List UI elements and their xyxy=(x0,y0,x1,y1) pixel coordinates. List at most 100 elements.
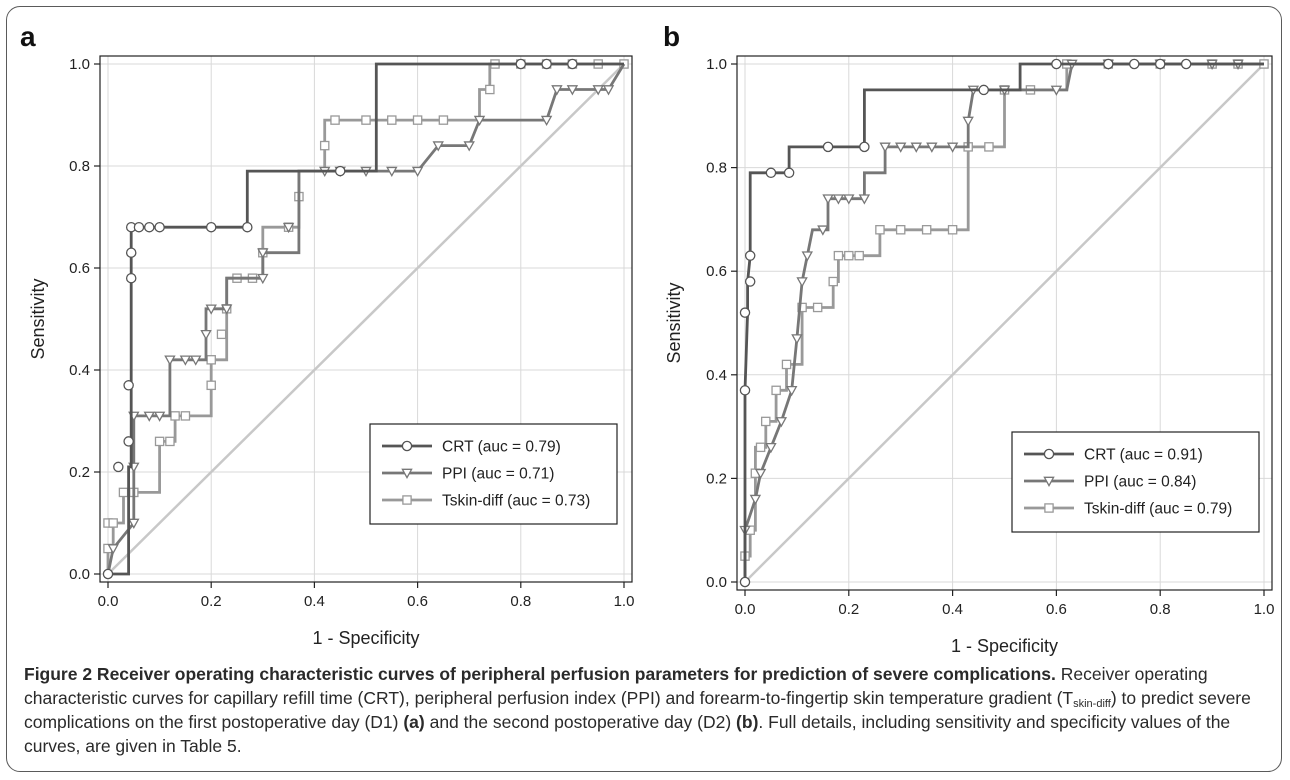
data-point xyxy=(165,436,175,447)
figure-caption: Figure 2 Receiver operating characterist… xyxy=(24,662,1274,758)
data-point xyxy=(786,386,798,397)
data-point xyxy=(1050,85,1063,96)
y-tick-label: 0.2 xyxy=(706,470,727,487)
data-point xyxy=(771,385,781,396)
data-point xyxy=(895,225,906,235)
x-tick-label: 0.0 xyxy=(98,593,119,610)
plot-area xyxy=(99,55,633,583)
x-axis-title: 1 - Specificity xyxy=(951,636,1058,656)
plot-area xyxy=(736,55,1273,591)
data-point xyxy=(962,116,974,127)
data-point xyxy=(205,304,217,315)
data-point xyxy=(107,544,119,555)
data-point xyxy=(361,115,371,125)
data-point xyxy=(102,568,114,580)
data-point xyxy=(822,141,834,153)
data-point xyxy=(739,576,751,588)
data-point xyxy=(978,84,989,96)
data-point xyxy=(817,225,829,236)
legend-label: PPI (auc = 0.71) xyxy=(442,466,554,483)
data-point xyxy=(432,141,444,152)
data-point xyxy=(843,194,855,205)
legend-label: PPI (auc = 0.84) xyxy=(1084,474,1196,491)
panel-label: b xyxy=(663,21,680,52)
panel-a: a 0.0 0.0 0.2 0.2 0.4 0.4 0.6 0.6 0.8 0.8 1.0 1.0 1 -… xyxy=(20,21,634,648)
data-point xyxy=(113,461,124,473)
data-point xyxy=(744,250,756,261)
data-point xyxy=(910,142,922,153)
caption-title: Figure 2 Receiver operating characterist… xyxy=(24,664,1056,684)
caption-text-2: ) to predict severe complications on the… xyxy=(24,688,1251,732)
y-tick-label: 0.8 xyxy=(706,160,727,177)
y-tick-label: 0.6 xyxy=(69,260,90,277)
y-tick-label: 0.8 xyxy=(69,158,90,175)
data-point xyxy=(387,115,397,125)
data-point xyxy=(206,380,216,391)
legend-swatch-marker xyxy=(401,468,413,479)
roc-figure: a 0.0 0.0 0.2 0.2 0.4 0.4 0.6 0.6 0.8 0.8 1.0 1.0 1 -… xyxy=(20,21,1274,656)
data-point xyxy=(791,334,803,345)
data-point xyxy=(108,518,118,528)
caption-panel-b: (b) xyxy=(736,712,759,732)
data-point xyxy=(438,115,449,125)
data-point xyxy=(921,225,932,235)
data-point xyxy=(319,140,330,151)
data-point xyxy=(154,436,165,447)
data-point xyxy=(781,359,792,370)
data-point xyxy=(567,58,578,70)
data-point xyxy=(125,247,137,258)
data-point xyxy=(797,302,807,313)
data-point xyxy=(180,411,191,421)
data-point xyxy=(133,221,145,233)
data-point xyxy=(190,355,202,366)
series-triangle xyxy=(106,63,626,575)
data-point xyxy=(783,167,795,179)
data-point xyxy=(551,85,563,96)
data-point xyxy=(123,380,134,391)
data-point xyxy=(170,411,180,421)
reference-line xyxy=(744,63,1265,583)
data-point xyxy=(473,115,486,127)
data-point xyxy=(515,58,527,70)
data-point xyxy=(118,487,129,498)
data-point xyxy=(875,225,885,235)
data-point xyxy=(859,141,870,153)
data-point xyxy=(200,329,212,341)
y-tick-label: 1.0 xyxy=(69,56,90,73)
data-point xyxy=(125,272,137,284)
data-point xyxy=(206,355,216,365)
legend-swatch-marker xyxy=(1044,503,1054,513)
caption-subscript: skin-diff xyxy=(1073,698,1111,710)
data-point xyxy=(257,273,269,285)
x-tick-label: 1.0 xyxy=(1254,601,1275,618)
data-point xyxy=(164,355,176,366)
data-point xyxy=(926,142,938,153)
data-point xyxy=(946,142,959,153)
data-point xyxy=(1051,58,1062,70)
legend-label: Tskin-diff (auc = 0.79) xyxy=(1084,501,1232,518)
data-point xyxy=(894,142,907,153)
x-tick-label: 0.8 xyxy=(1150,601,1171,618)
data-point xyxy=(154,221,165,233)
data-point xyxy=(1103,58,1114,70)
legend-swatch-marker xyxy=(1043,476,1055,487)
y-tick-label: 0.4 xyxy=(706,367,727,384)
panel-b: b 0.0 0.0 0.2 0.2 0.4 0.4 0.6 0.6 0.8 0.8 1.0 1.0 1 -… xyxy=(663,21,1274,656)
figure-frame xyxy=(6,6,1282,772)
data-point xyxy=(854,250,864,261)
data-point xyxy=(386,166,398,178)
data-point xyxy=(412,115,423,125)
y-tick-label: 0.2 xyxy=(69,464,90,481)
data-point xyxy=(242,221,253,233)
data-point xyxy=(755,442,766,453)
data-point xyxy=(566,85,579,96)
data-point xyxy=(540,115,553,127)
data-point xyxy=(220,304,233,315)
data-point xyxy=(984,142,994,152)
series-circle xyxy=(102,58,624,580)
data-point xyxy=(485,84,495,95)
data-point xyxy=(828,276,838,287)
data-point xyxy=(463,141,475,152)
y-tick-label: 0.0 xyxy=(69,566,90,583)
data-point xyxy=(128,518,140,529)
